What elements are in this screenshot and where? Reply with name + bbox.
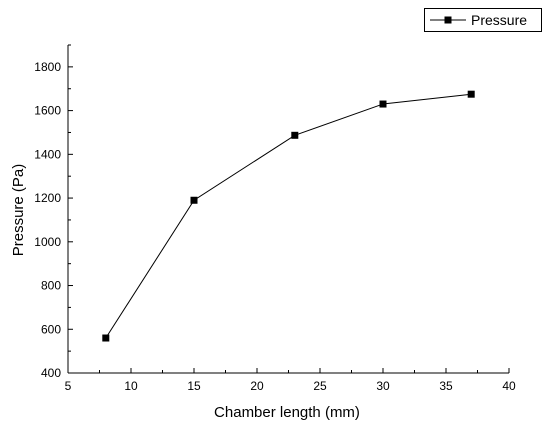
x-tick-label: 25 <box>313 379 327 393</box>
data-point <box>291 131 299 139</box>
y-tick-label: 1600 <box>34 104 61 118</box>
x-axis-label: Chamber length (mm) <box>214 404 360 421</box>
legend-box <box>424 8 542 32</box>
series-group <box>102 90 475 342</box>
y-tick-label: 800 <box>41 279 61 293</box>
data-point <box>102 334 110 342</box>
legend-marker-sample <box>444 16 452 24</box>
y-ticks: 400 600 800 1000 1200 1400 1600 1800 <box>34 44 73 380</box>
y-tick-label: 400 <box>41 366 61 380</box>
x-tick-label: 15 <box>187 379 201 393</box>
data-point <box>467 90 475 98</box>
series-line <box>105 93 472 339</box>
legend-label: Pressure <box>471 12 527 28</box>
y-axis-label: Pressure (Pa) <box>10 164 27 257</box>
x-tick-label: 20 <box>250 379 264 393</box>
y-tick-label: 600 <box>41 322 61 336</box>
x-tick-label: 5 <box>65 379 72 393</box>
data-point <box>379 100 387 108</box>
y-tick-label: 1400 <box>34 147 61 161</box>
x-ticks: 5 10 15 20 25 30 35 40 <box>65 368 516 393</box>
y-tick-label: 1800 <box>34 60 61 74</box>
x-tick-label: 30 <box>376 379 390 393</box>
x-tick-label: 40 <box>502 379 516 393</box>
legend: Pressure <box>424 8 542 32</box>
data-point <box>190 196 198 204</box>
x-tick-label: 35 <box>439 379 453 393</box>
x-tick-label: 10 <box>124 379 138 393</box>
y-tick-label: 1200 <box>34 191 61 205</box>
y-tick-label: 1000 <box>34 235 61 249</box>
